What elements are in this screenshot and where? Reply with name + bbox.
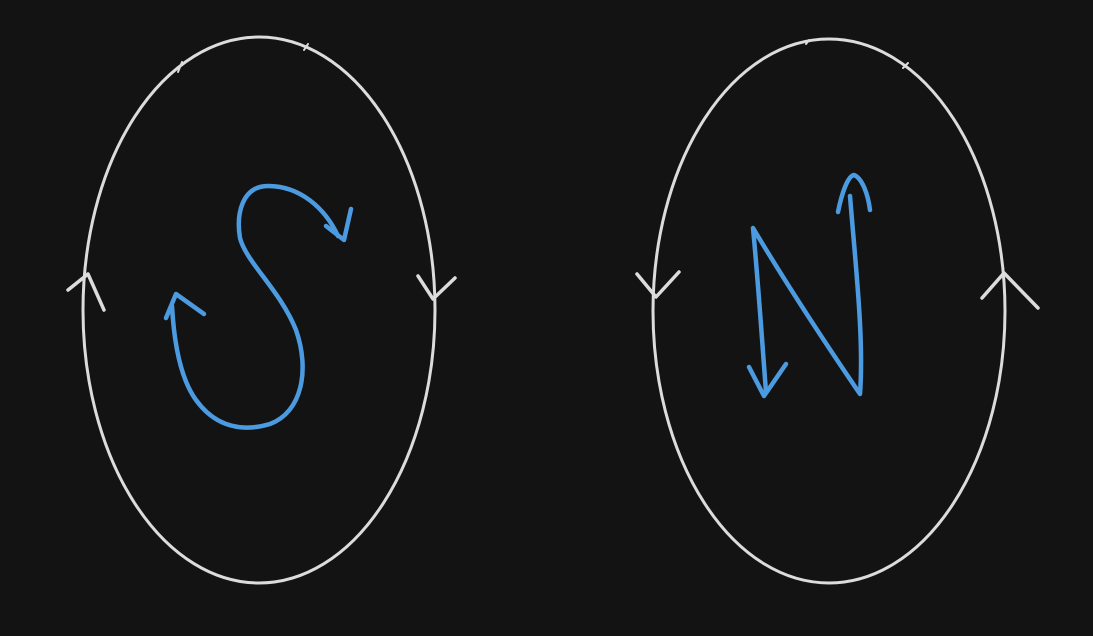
north-loop-arrow-up-icon bbox=[980, 271, 1040, 310]
north-pole-letter: N bbox=[830, 309, 831, 311]
south-pole-letter: S bbox=[260, 309, 261, 311]
letter-n-arrow-bottom-icon bbox=[746, 361, 789, 399]
south-loop-arrow-down-icon bbox=[416, 274, 457, 301]
south-pole-group: S bbox=[66, 35, 457, 585]
letter-s-stroke bbox=[169, 183, 341, 430]
south-loop-arrow-up-icon bbox=[66, 272, 106, 312]
letter-n-arrow-top-icon bbox=[835, 172, 873, 215]
south-loop-tick-right bbox=[303, 43, 309, 51]
north-loop-tick-left bbox=[805, 39, 810, 45]
letter-n-stroke bbox=[750, 193, 864, 397]
north-loop-tick-right bbox=[902, 62, 909, 69]
letter-s-arrow-bottom-icon bbox=[163, 291, 207, 321]
south-field-loop bbox=[81, 35, 437, 585]
north-pole-group: N bbox=[635, 37, 1040, 585]
north-field-loop bbox=[651, 37, 1007, 585]
letter-s-arrow-top-icon bbox=[323, 206, 354, 243]
north-loop-arrow-down-icon bbox=[635, 270, 681, 299]
south-loop-tick-left bbox=[177, 61, 183, 73]
